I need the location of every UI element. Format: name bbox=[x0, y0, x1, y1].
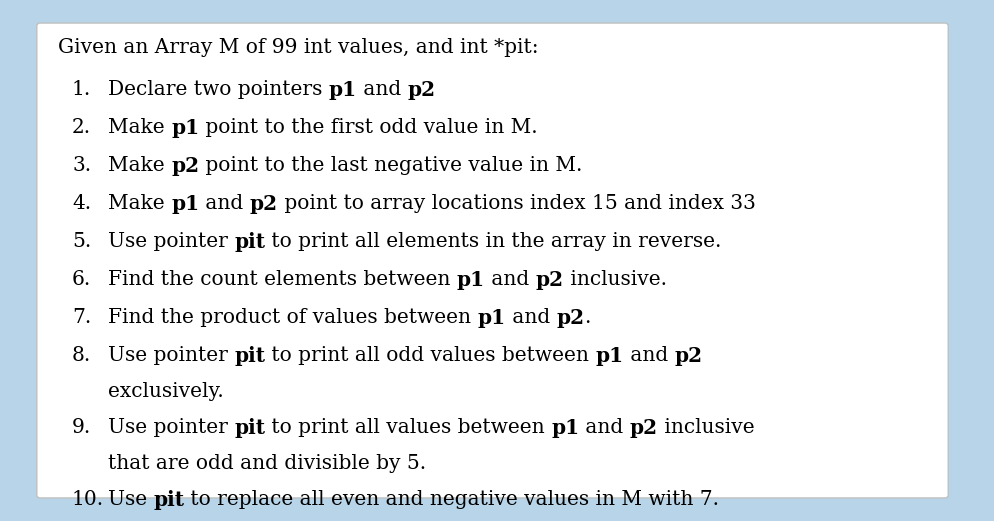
Text: p2: p2 bbox=[535, 270, 563, 290]
Text: pit: pit bbox=[234, 346, 265, 366]
Text: 5.: 5. bbox=[72, 232, 91, 251]
Text: Make: Make bbox=[108, 194, 171, 213]
Text: 3.: 3. bbox=[72, 156, 91, 175]
Text: and: and bbox=[357, 80, 408, 99]
Text: Make: Make bbox=[108, 118, 171, 137]
Text: pit: pit bbox=[234, 232, 265, 252]
Text: 6.: 6. bbox=[72, 270, 91, 289]
Text: p1: p1 bbox=[171, 194, 199, 214]
Text: 9.: 9. bbox=[72, 418, 91, 437]
Text: Use pointer: Use pointer bbox=[108, 346, 234, 365]
Text: and: and bbox=[199, 194, 249, 213]
Text: 4.: 4. bbox=[72, 194, 91, 213]
Text: p1: p1 bbox=[328, 80, 357, 100]
Text: Use pointer: Use pointer bbox=[108, 232, 234, 251]
Text: that are odd and divisible by 5.: that are odd and divisible by 5. bbox=[108, 454, 425, 473]
Text: inclusive.: inclusive. bbox=[563, 270, 666, 289]
Text: p2: p2 bbox=[249, 194, 277, 214]
Text: exclusively.: exclusively. bbox=[108, 382, 224, 401]
Text: Make: Make bbox=[108, 156, 171, 175]
FancyBboxPatch shape bbox=[37, 23, 947, 498]
Text: pit: pit bbox=[234, 418, 265, 438]
Text: point to the last negative value in M.: point to the last negative value in M. bbox=[199, 156, 581, 175]
Text: and: and bbox=[484, 270, 535, 289]
Text: p1: p1 bbox=[594, 346, 623, 366]
Text: p1: p1 bbox=[456, 270, 484, 290]
Text: Use pointer: Use pointer bbox=[108, 418, 234, 437]
Text: p2: p2 bbox=[674, 346, 702, 366]
Text: p1: p1 bbox=[171, 118, 199, 138]
Text: p2: p2 bbox=[408, 80, 435, 100]
Text: 1.: 1. bbox=[72, 80, 91, 99]
Text: Given an Array M of 99 int values, and int *pit:: Given an Array M of 99 int values, and i… bbox=[58, 38, 538, 57]
Text: Declare two pointers: Declare two pointers bbox=[108, 80, 328, 99]
Text: p2: p2 bbox=[629, 418, 657, 438]
Text: pit: pit bbox=[153, 490, 184, 510]
Text: p2: p2 bbox=[556, 308, 583, 328]
Text: and: and bbox=[623, 346, 674, 365]
Text: Use: Use bbox=[108, 490, 153, 509]
Text: p1: p1 bbox=[477, 308, 505, 328]
Text: inclusive: inclusive bbox=[657, 418, 753, 437]
Text: to print all odd values between: to print all odd values between bbox=[265, 346, 594, 365]
Text: Find the product of values between: Find the product of values between bbox=[108, 308, 477, 327]
Text: p1: p1 bbox=[551, 418, 579, 438]
Text: p2: p2 bbox=[171, 156, 199, 176]
Text: to replace all even and negative values in M with 7.: to replace all even and negative values … bbox=[184, 490, 719, 509]
Text: Find the count elements between: Find the count elements between bbox=[108, 270, 456, 289]
Text: point to array locations index 15 and index 33: point to array locations index 15 and in… bbox=[277, 194, 754, 213]
Text: and: and bbox=[579, 418, 629, 437]
Text: point to the first odd value in M.: point to the first odd value in M. bbox=[199, 118, 537, 137]
Text: 2.: 2. bbox=[72, 118, 91, 137]
Text: to print all values between: to print all values between bbox=[265, 418, 551, 437]
Text: 7.: 7. bbox=[72, 308, 91, 327]
Text: 10.: 10. bbox=[72, 490, 104, 509]
Text: and: and bbox=[505, 308, 556, 327]
Text: 8.: 8. bbox=[72, 346, 91, 365]
Text: .: . bbox=[583, 308, 589, 327]
Text: to print all elements in the array in reverse.: to print all elements in the array in re… bbox=[265, 232, 721, 251]
